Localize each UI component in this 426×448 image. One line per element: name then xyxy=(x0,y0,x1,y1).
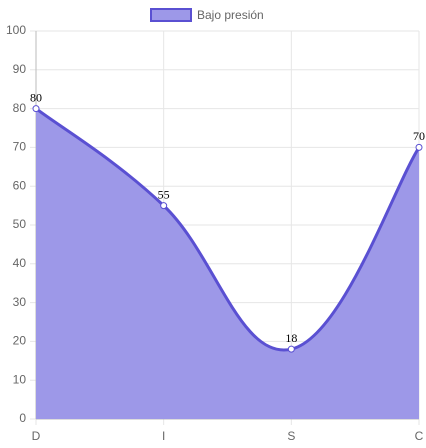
area-fill xyxy=(36,108,419,419)
point xyxy=(32,105,40,113)
legend-label: Bajo presión xyxy=(197,8,264,22)
x-tick-label: I xyxy=(162,429,165,443)
y-tick-label: 50 xyxy=(13,217,27,231)
x-tick-label: D xyxy=(32,429,41,443)
data-label: 70 xyxy=(413,129,425,143)
y-tick-label: 90 xyxy=(13,62,27,76)
x-tick-label: S xyxy=(287,429,295,443)
y-tick-label: 100 xyxy=(6,23,26,37)
y-tick-label: 40 xyxy=(13,256,27,270)
data-label: 80 xyxy=(30,90,42,104)
data-label: 55 xyxy=(158,187,170,201)
point xyxy=(415,143,423,151)
y-tick-label: 0 xyxy=(19,411,26,425)
y-tick-label: 10 xyxy=(13,372,27,386)
x-tick-label: C xyxy=(415,429,424,443)
y-tick-label: 70 xyxy=(13,140,27,154)
y-tick-label: 80 xyxy=(13,101,27,115)
line xyxy=(35,107,421,352)
y-tick-label: 30 xyxy=(13,295,27,309)
y-tick-label: 20 xyxy=(13,334,27,348)
data-label: 18 xyxy=(285,331,297,345)
point xyxy=(160,202,168,210)
point xyxy=(287,345,295,353)
y-tick-label: 60 xyxy=(13,178,27,192)
legend-swatch xyxy=(150,8,192,22)
